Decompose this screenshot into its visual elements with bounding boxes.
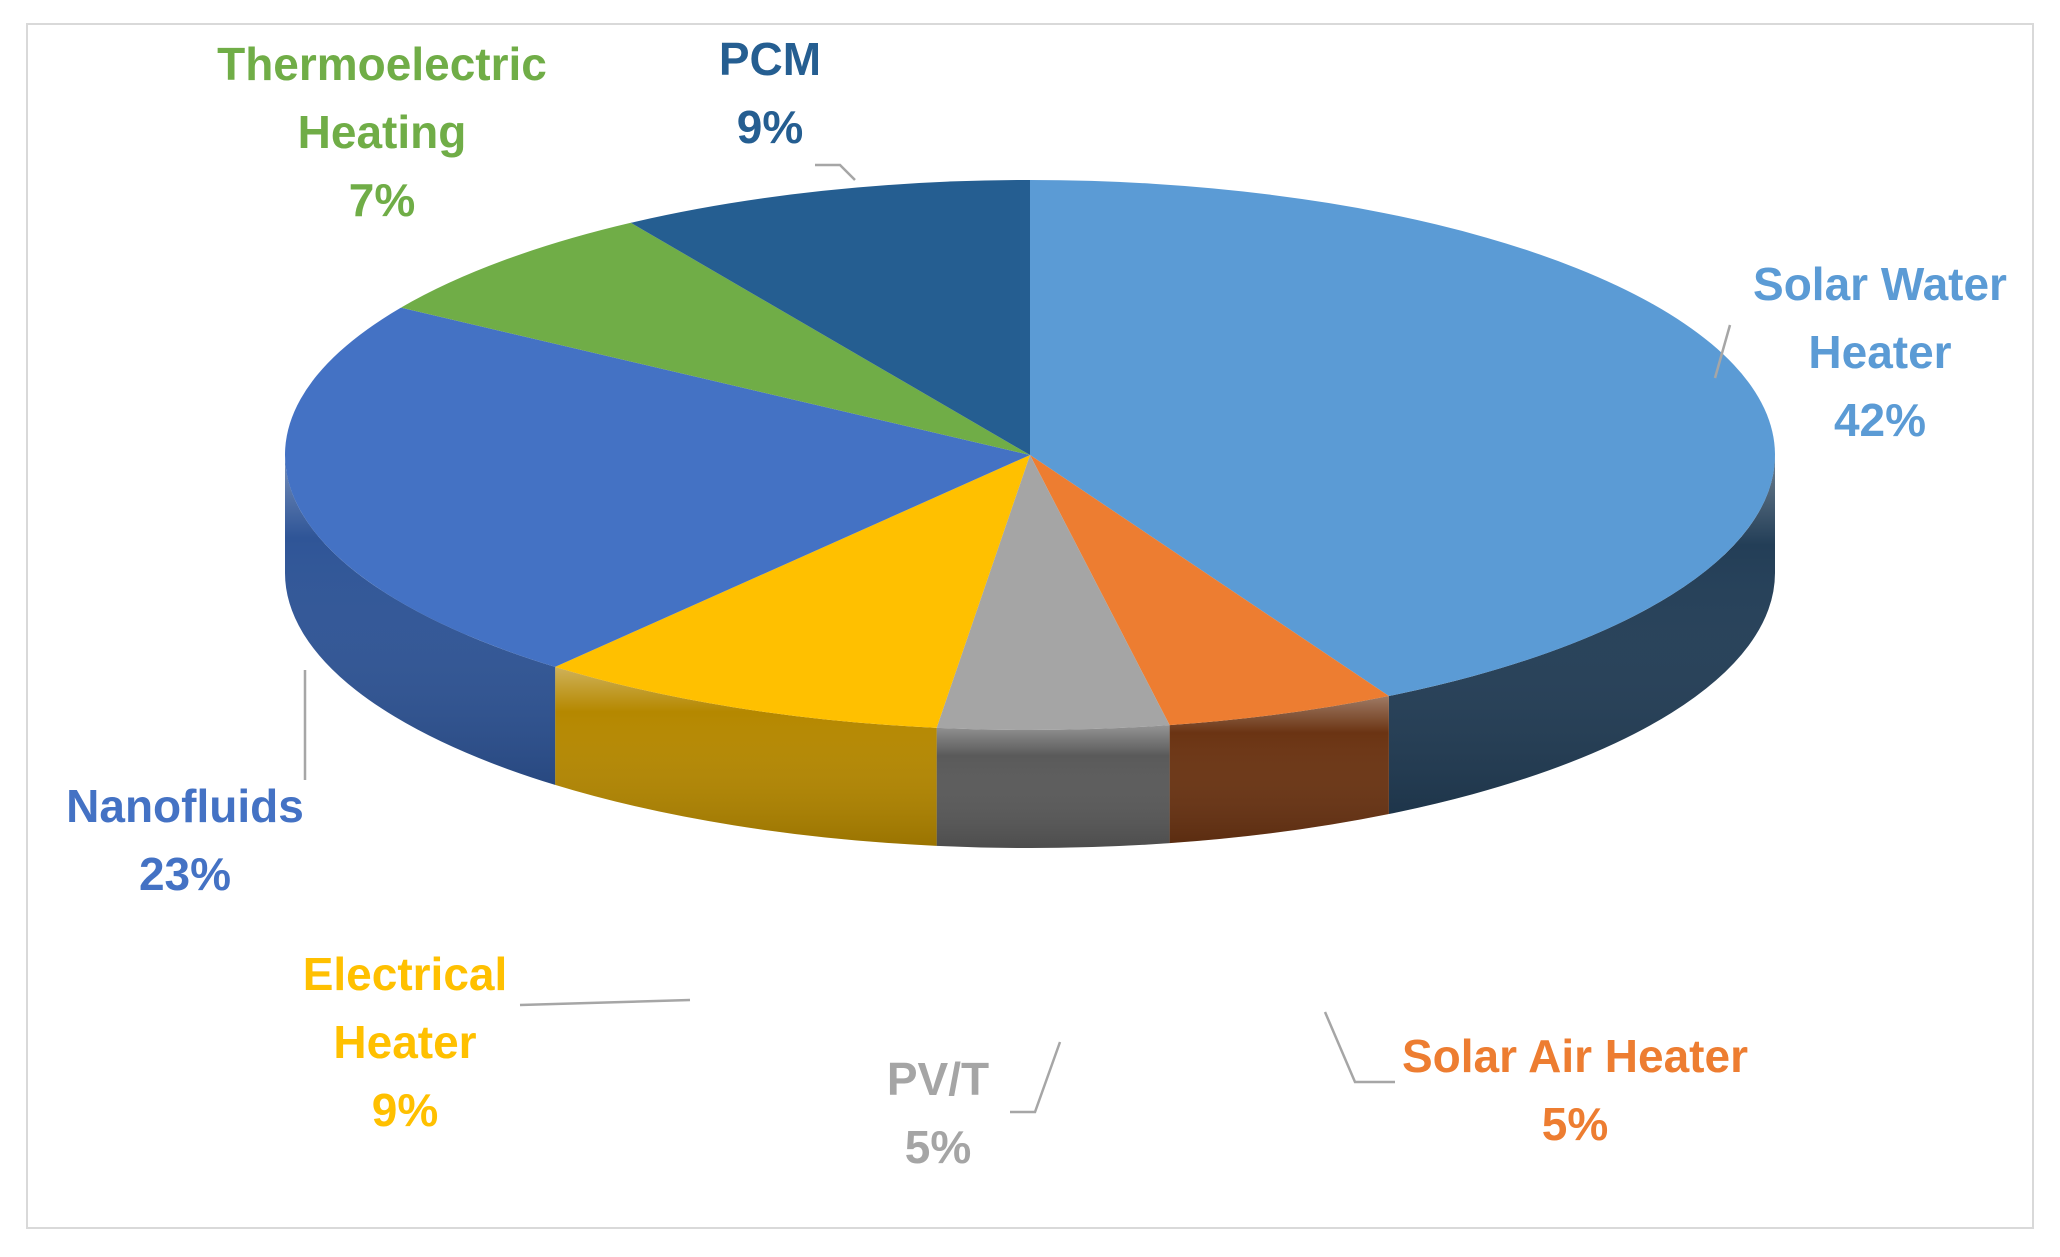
chart-frame [26,23,2034,1229]
leader-pv-t [1010,1041,1062,1114]
slice-pv-t [936,455,1170,730]
label-pv-t: PV/T 5% [887,1053,989,1173]
label-thermoelectric-heating: Thermoelectric Heating 7% [217,38,547,226]
pie-sides [285,455,1775,848]
label-name-thermoelectric-heating: Heating [298,106,467,158]
slice-thermoelectric-heating [400,222,1030,455]
label-electrical-heater: Electrical Heater 9% [303,948,508,1136]
side-shade-solar-air-heater [1169,695,1389,844]
label-pcm: PCM 9% [719,33,821,153]
label-solar-water-heater: Solar Water Heater 42% [1753,258,2007,446]
side-shade-solar-water-heater [1388,455,1775,814]
slice-electrical-heater [555,455,1030,728]
label-name-nanofluids: Nanofluids [66,780,304,832]
label-name-electrical-heater: Electrical [303,948,508,1000]
side-shade-pv-t [936,725,1170,848]
slice-solar-air-heater [1030,455,1389,726]
data-labels: Solar Water Heater 42%Solar Air Heater 5%PV… [66,33,2007,1173]
label-percent-solar-water-heater: 42% [1834,394,1926,446]
label-name-pcm: PCM [719,33,821,85]
slice-solar-water-heater [1030,180,1775,696]
label-percent-nanofluids: 23% [139,848,231,900]
leader-electrical-heater [519,998,691,1007]
slice-pcm [630,180,1030,455]
label-percent-electrical-heater: 9% [372,1084,438,1136]
label-name-solar-water-heater: Solar Water [1753,258,2007,310]
leader-solar-water-heater [1713,324,1732,379]
leader-pcm [815,163,856,181]
side-shade-electrical-heater [555,666,937,846]
leader-solar-air-heater [1323,1011,1395,1084]
side-shade-nanofluids [285,455,556,785]
pie-tops [285,180,1775,730]
label-name-pv-t: PV/T [887,1053,989,1105]
label-percent-pcm: 9% [737,101,803,153]
slice-nanofluids [285,307,1030,667]
label-percent-solar-air-heater: 5% [1542,1098,1608,1150]
label-percent-thermoelectric-heating: 7% [349,174,415,226]
label-name-thermoelectric-heating: Thermoelectric [217,38,547,90]
leader-lines [303,163,1732,1114]
label-name-solar-water-heater: Heater [1808,326,1951,378]
label-percent-pv-t: 5% [905,1121,971,1173]
label-solar-air-heater: Solar Air Heater 5% [1402,1030,1748,1150]
label-name-solar-air-heater: Solar Air Heater [1402,1030,1748,1082]
label-name-electrical-heater: Heater [333,1016,476,1068]
label-nanofluids: Nanofluids 23% [66,780,304,900]
